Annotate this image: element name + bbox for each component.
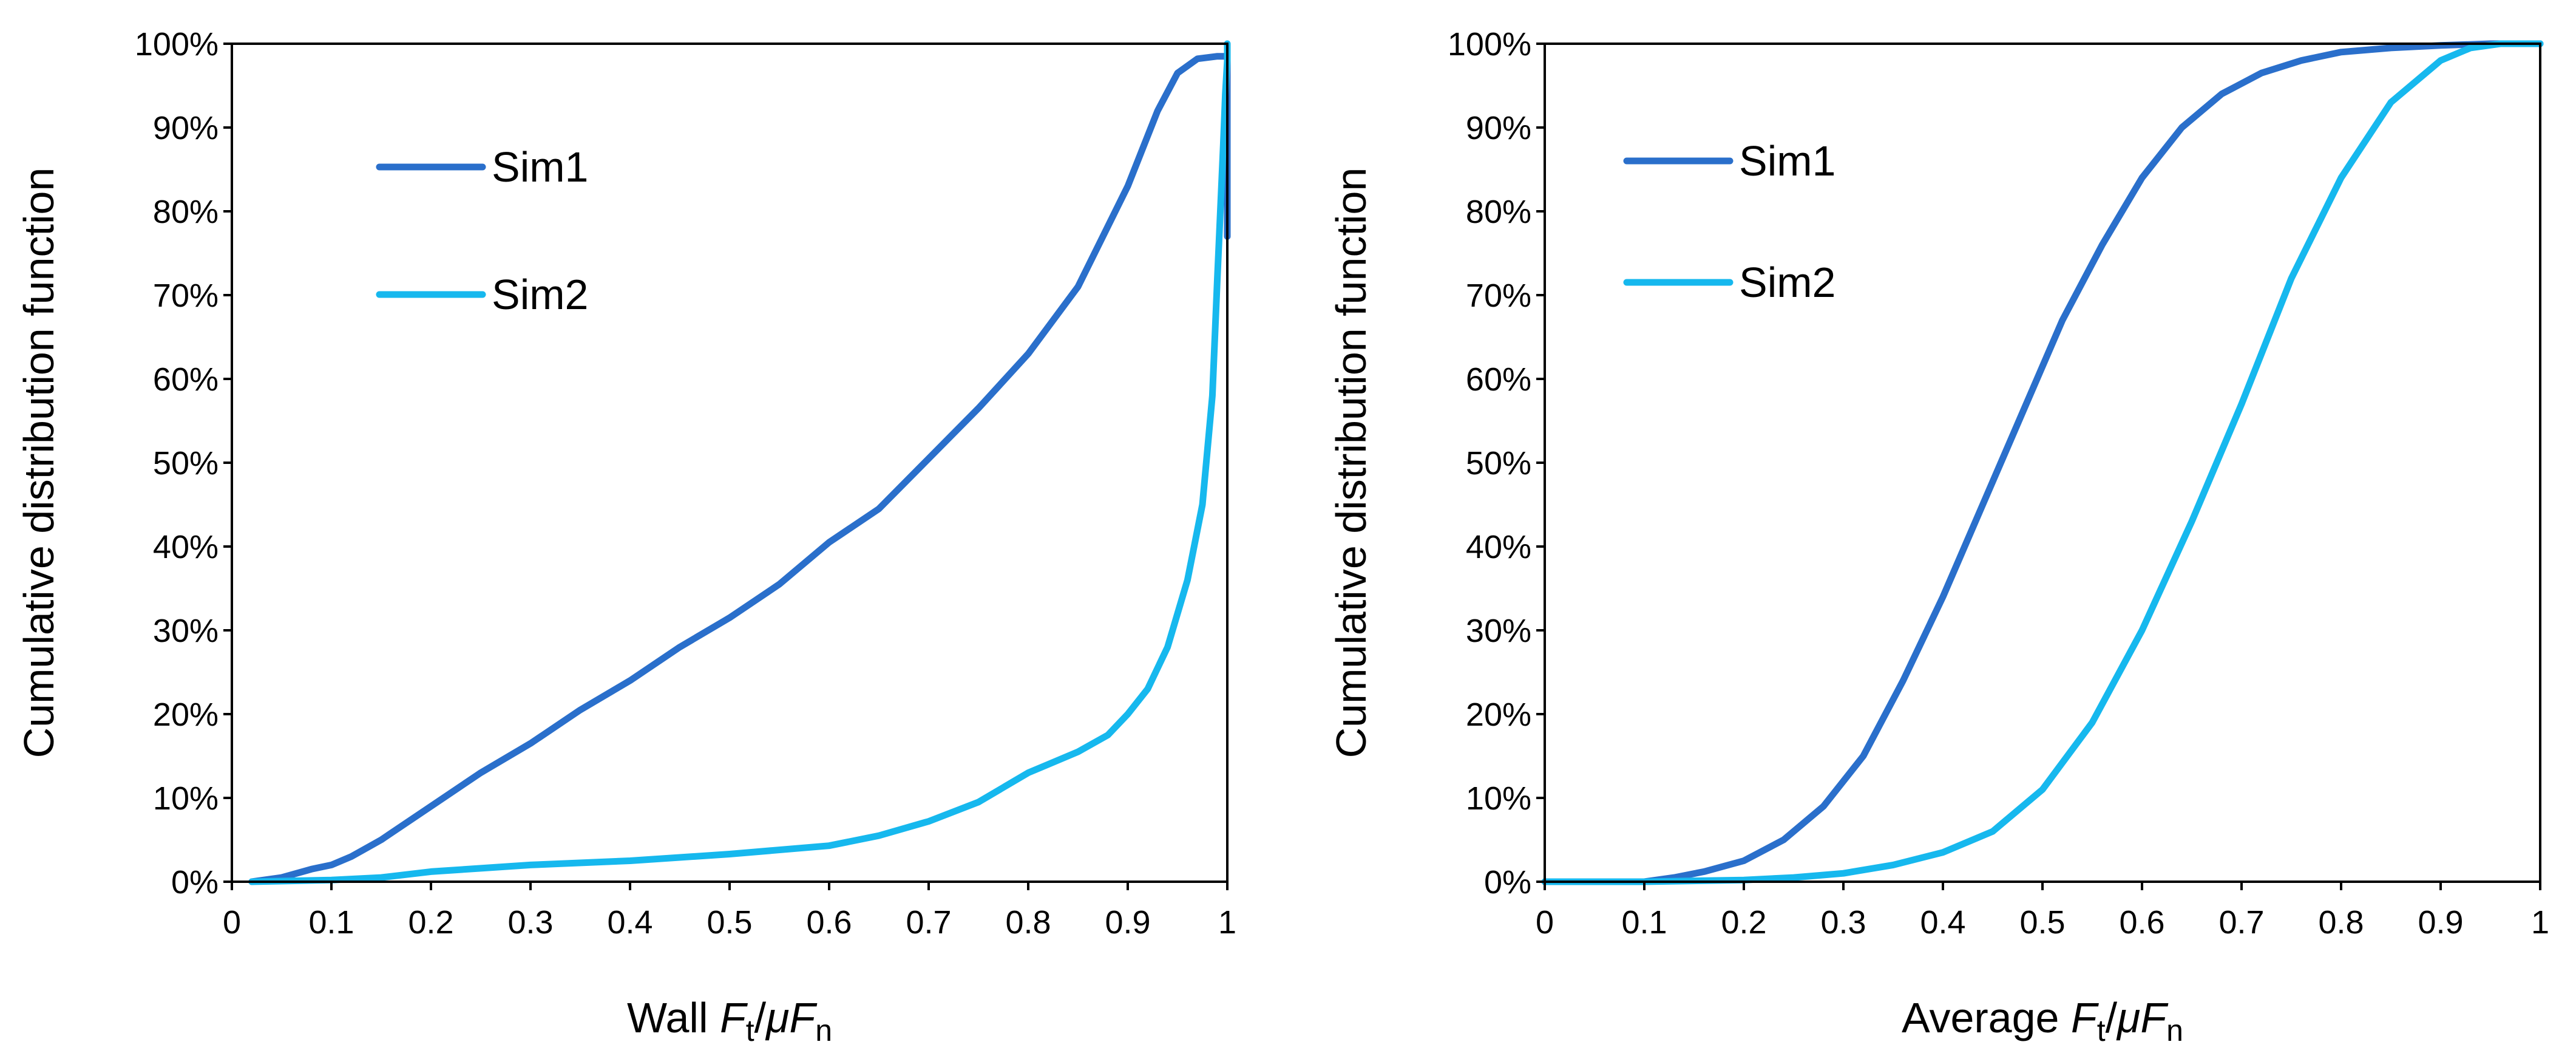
legend-label-sim1: Sim1 xyxy=(492,143,588,191)
x-tick-label: 0.2 xyxy=(1721,904,1766,941)
y-tick-label: 0% xyxy=(1484,864,1531,901)
x-tick-label: 0.6 xyxy=(2119,904,2164,941)
y-tick-label: 90% xyxy=(1466,110,1531,146)
y-tick-label: 60% xyxy=(153,361,219,398)
x-tick-label: 0 xyxy=(1536,904,1554,941)
y-tick-label: 40% xyxy=(1466,529,1531,565)
x-tick-label: 0.5 xyxy=(2019,904,2065,941)
y-tick-label: 60% xyxy=(1466,361,1531,398)
y-tick-label: 50% xyxy=(153,445,219,482)
y-tick-label: 30% xyxy=(1466,613,1531,649)
x-tick-label: 0.9 xyxy=(2418,904,2463,941)
y-tick-label: 80% xyxy=(1466,194,1531,230)
y-tick-label: 70% xyxy=(1466,278,1531,314)
x-tick-label: 0.8 xyxy=(1005,904,1051,941)
y-tick-label: 20% xyxy=(153,697,219,733)
y-tick-label: 10% xyxy=(153,780,219,817)
series-line-sim2 xyxy=(1541,40,2544,885)
x-tick-label: 0.4 xyxy=(607,904,652,941)
x-tick-label: 0.7 xyxy=(906,904,951,941)
y-tick-label: 50% xyxy=(1466,445,1531,482)
y-axis-label: Cumulative distribution function xyxy=(1327,168,1375,758)
y-tick-label: 100% xyxy=(135,26,219,63)
x-tick-label: 0.5 xyxy=(707,904,752,941)
x-tick-label: 0.3 xyxy=(507,904,553,941)
x-tick-label: 0.4 xyxy=(1920,904,1965,941)
legend-label-sim2: Sim2 xyxy=(1739,259,1835,306)
series-line-sim2 xyxy=(248,40,1231,885)
x-tick-label: 1 xyxy=(1218,904,1236,941)
x-axis-label: Wall Ft/μFn xyxy=(627,994,832,1047)
y-tick-label: 20% xyxy=(1466,697,1531,733)
series-line-sim1 xyxy=(1541,40,2544,885)
x-axis-label: Average Ft/μFn xyxy=(1902,994,2183,1047)
x-tick-label: 0.6 xyxy=(806,904,852,941)
x-tick-label: 0.8 xyxy=(2318,904,2364,941)
legend-label-sim2: Sim2 xyxy=(492,271,588,318)
y-tick-label: 40% xyxy=(153,529,219,565)
y-tick-label: 0% xyxy=(171,864,219,901)
chart-panel-1: 0% 10% 20% 30% 40% 50% 60% 70% 80% 90% 100% 0 0.1 0.2… xyxy=(15,26,1236,1047)
x-tick-label: 0.3 xyxy=(1820,904,1866,941)
plot-frame xyxy=(1544,43,2541,883)
y-tick-label: 100% xyxy=(1448,26,1531,63)
y-tick-label: 10% xyxy=(1466,780,1531,817)
x-tick-label: 0 xyxy=(223,904,241,941)
series-line-sim1 xyxy=(248,53,1231,885)
x-tick-label: 0.2 xyxy=(408,904,453,941)
legend-label-sim1: Sim1 xyxy=(1739,137,1835,185)
y-tick-label: 80% xyxy=(153,194,219,230)
x-tick-label: 0.7 xyxy=(2218,904,2264,941)
y-tick-label: 90% xyxy=(153,110,219,146)
x-tick-label: 0.1 xyxy=(308,904,354,941)
x-tick-label: 1 xyxy=(2531,904,2549,941)
y-axis-label: Cumulative distribution function xyxy=(15,168,63,758)
y-tick-label: 70% xyxy=(153,278,219,314)
x-tick-label: 0.1 xyxy=(1621,904,1667,941)
x-tick-label: 0.9 xyxy=(1105,904,1150,941)
chart-panel-2: 0% 10% 20% 30% 40% 50% 60% 70% 80% 90% 100% 0 0.1 0.2… xyxy=(1327,26,2549,1047)
y-tick-label: 30% xyxy=(153,613,219,649)
